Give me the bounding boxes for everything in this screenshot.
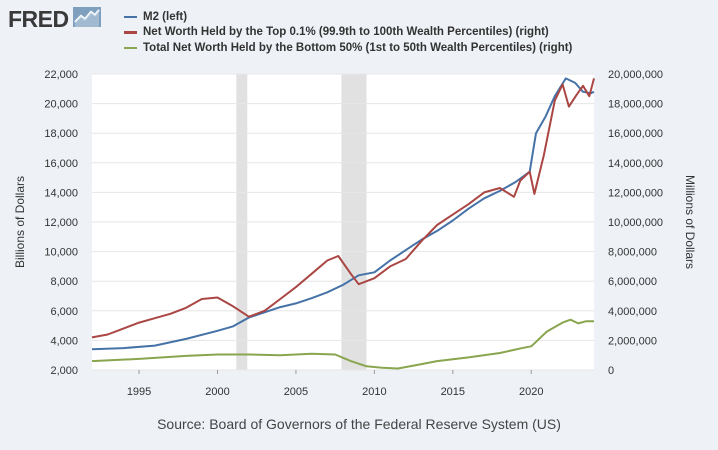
left-tick-label: 18,000: [44, 128, 78, 140]
series-line-m2: [91, 77, 595, 351]
brand-name: FRED: [8, 6, 69, 32]
left-tick-label: 12,000: [44, 217, 78, 229]
right-tick-label: 2,000,000: [608, 335, 657, 347]
x-tick-label: 2010: [362, 386, 386, 398]
legend-item-bottom[interactable]: Total Net Worth Held by the Bottom 50% (…: [124, 40, 572, 56]
legend-item-top[interactable]: Net Worth Held by the Top 0.1% (99.9th t…: [124, 25, 572, 41]
line-chart-icon: [72, 7, 101, 32]
x-tick-label: 2005: [284, 386, 308, 398]
legend-swatch-top: [124, 31, 137, 34]
left-tick-label: 4,000: [50, 335, 78, 347]
legend-label-bottom: Total Net Worth Held by the Bottom 50% (…: [143, 41, 573, 54]
fred-logo[interactable]: FRED: [8, 6, 101, 33]
legend-swatch-m2: [124, 15, 137, 18]
legend-swatch-bottom: [124, 46, 137, 49]
series-line-bottom: [91, 318, 594, 370]
chart-legend: M2 (left) Net Worth Held by the Top 0.1%…: [124, 9, 572, 56]
right-tick-label: 12,000,000: [608, 187, 663, 199]
left-tick-label: 20,000: [44, 99, 78, 111]
right-tick-label: 8,000,000: [608, 247, 657, 259]
right-axis-title: Millions of Dollars: [683, 175, 697, 269]
legend-label-top: Net Worth Held by the Top 0.1% (99.9th t…: [143, 26, 549, 39]
legend-item-m2[interactable]: M2 (left): [124, 9, 572, 25]
right-tick-label: 6,000,000: [608, 276, 657, 288]
x-tick-label: 2020: [519, 386, 543, 398]
left-tick-label: 22,000: [44, 69, 78, 81]
left-tick-label: 10,000: [44, 247, 78, 259]
left-tick-label: 14,000: [44, 187, 78, 199]
right-tick-label: 10,000,000: [608, 217, 663, 229]
x-tick-label: 2000: [205, 386, 229, 398]
series-line-top: [91, 78, 595, 339]
left-axis-title: Billions of Dollars: [13, 176, 27, 268]
right-tick-label: 0: [608, 365, 614, 377]
left-tick-label: 2,000: [50, 365, 78, 377]
right-tick-label: 16,000,000: [608, 128, 663, 140]
right-tick-label: 18,000,000: [608, 99, 663, 111]
left-tick-label: 6,000: [50, 306, 78, 318]
right-tick-label: 20,000,000: [608, 69, 663, 81]
x-tick-label: 1995: [127, 386, 151, 398]
right-tick-label: 14,000,000: [608, 158, 663, 170]
legend-label-m2: M2 (left): [143, 10, 188, 23]
right-tick-label: 4,000,000: [608, 306, 657, 318]
x-tick-label: 2015: [441, 386, 465, 398]
source-note: Source: Board of Governors of the Federa…: [157, 416, 561, 432]
left-tick-label: 16,000: [44, 158, 78, 170]
left-tick-label: 8,000: [50, 276, 78, 288]
